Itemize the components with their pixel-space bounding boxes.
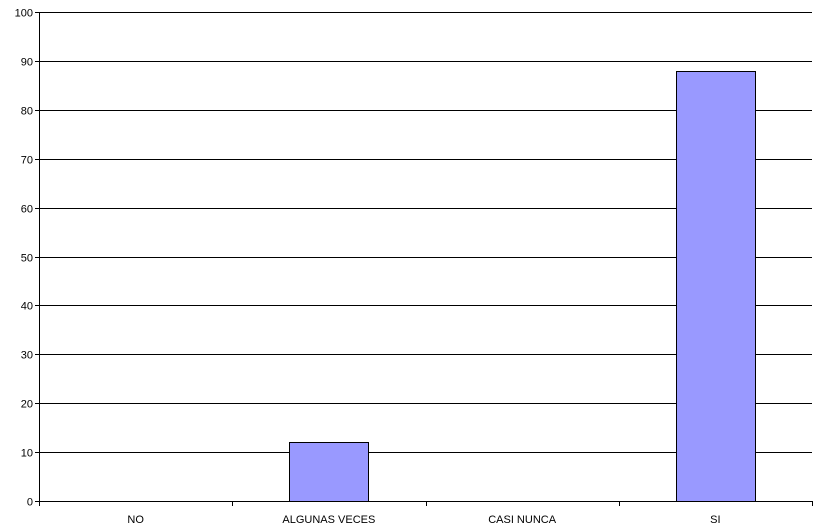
y-tick-label: 70 (21, 155, 33, 167)
x-tick-label: NO (127, 514, 144, 526)
y-tick-label: 90 (21, 57, 33, 69)
y-tick-label: 50 (21, 253, 33, 265)
y-tick-label: 60 (21, 204, 33, 216)
y-tick-label: 20 (21, 399, 33, 411)
y-tick-label: 40 (21, 301, 33, 313)
y-tick-label: 0 (27, 497, 33, 509)
y-tick-label: 80 (21, 106, 33, 118)
bars (289, 71, 756, 502)
gridlines (39, 12, 812, 502)
y-tick-label: 100 (15, 8, 33, 20)
y-axis: 0 10 20 30 40 50 60 70 80 90 100 (15, 8, 40, 509)
bar (676, 71, 756, 502)
x-tick-label: SI (710, 514, 720, 526)
x-axis: NO ALGUNAS VECES CASI NUNCA SI (39, 501, 813, 526)
bar (289, 442, 369, 502)
x-tick-label: ALGUNAS VECES (282, 514, 375, 526)
x-tick-label: CASI NUNCA (488, 514, 557, 526)
y-tick-label: 30 (21, 350, 33, 362)
y-tick-label: 10 (21, 448, 33, 460)
